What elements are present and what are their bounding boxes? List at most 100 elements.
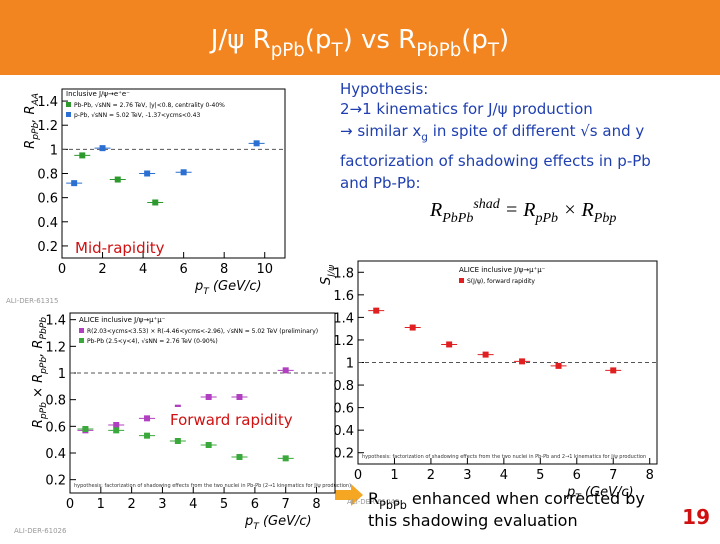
hypothesis-heading: Hypothesis: xyxy=(340,80,428,98)
x-tick-label: 5 xyxy=(536,468,544,483)
point xyxy=(174,438,181,444)
text-part: (GeV/c) xyxy=(259,514,312,529)
point xyxy=(82,426,89,432)
point xyxy=(446,341,453,348)
text-part: , R xyxy=(31,340,46,357)
text-part: this shadowing evaluation xyxy=(368,511,578,530)
x-tick-label: 2 xyxy=(127,497,135,512)
y-tick-label: 0.6 xyxy=(45,420,66,435)
x-tick-label: 1 xyxy=(97,497,105,512)
text-part: p xyxy=(194,279,203,294)
legend-title: Inclusive J/ψ→e⁺e⁻ xyxy=(66,90,130,98)
x-tick-label: 4 xyxy=(189,497,197,512)
y-tick-label: 1.4 xyxy=(37,95,58,110)
x-tick-label: 8 xyxy=(220,262,228,277)
text-part: (GeV/c) xyxy=(581,485,634,500)
legend-swatch xyxy=(79,338,84,343)
point xyxy=(610,367,617,374)
point xyxy=(482,351,489,358)
x-tick-label: 6 xyxy=(573,468,581,483)
point xyxy=(409,324,416,331)
y-tick-label: 1.8 xyxy=(333,266,354,281)
text-part: pPb xyxy=(535,211,559,226)
point xyxy=(71,180,78,187)
page-number: 19 xyxy=(682,505,710,529)
text-part: p xyxy=(244,514,253,529)
mid-label: Mid-rapidity xyxy=(75,239,165,257)
y-tick-label: 1 xyxy=(58,367,66,382)
legend-label: Pb-Pb, √sNN = 2.76 TeV, |y|<0.8, central… xyxy=(74,102,225,109)
x-tick-label: 1 xyxy=(390,468,398,483)
hypothesis-line: 2→1 kinematics for J/ψ production xyxy=(340,100,593,118)
legend-title: ALICE inclusive J/ψ→μ⁺μ⁻ xyxy=(459,266,546,274)
point xyxy=(253,140,260,147)
point xyxy=(180,169,187,176)
point xyxy=(113,422,120,428)
text-part: (p xyxy=(305,25,332,55)
hypothesis-line: factorization of shadowing effects in p-… xyxy=(340,152,651,170)
text-part: Pbp xyxy=(593,211,617,226)
forward-label: Forward rapidity xyxy=(170,411,293,429)
y-tick-label: 1.2 xyxy=(37,119,58,134)
x-tick-label: 4 xyxy=(139,262,147,277)
text-part: PbPb xyxy=(441,211,473,226)
y-tick-label: 1 xyxy=(50,143,58,158)
text-part: pPb xyxy=(271,40,305,61)
text-part: (GeV/c) xyxy=(209,279,262,294)
source-label: ALI-DER-61315 xyxy=(6,297,58,305)
point xyxy=(205,394,212,400)
text-part: T xyxy=(575,493,582,503)
hypothesis-line: and Pb-Pb: xyxy=(340,174,421,192)
y-tick-label: 0.6 xyxy=(37,192,58,207)
x-tick-label: 0 xyxy=(66,497,74,512)
text-part: S xyxy=(319,277,334,285)
text-part: , R xyxy=(23,105,38,122)
point xyxy=(555,362,562,369)
text-part: enhanced when corrected by xyxy=(407,489,645,508)
y-tick-label: 1 xyxy=(346,357,354,372)
plot-frame xyxy=(61,88,286,259)
text-part: = R xyxy=(500,199,536,221)
legend-label: Pb-Pb (2.5<y<4), √sNN = 2.76 TeV (0-90%) xyxy=(87,338,218,345)
y-tick-label: 0.2 xyxy=(37,240,58,255)
point xyxy=(144,432,151,439)
x-tick-label: 3 xyxy=(158,497,166,512)
y-tick-label: 0.8 xyxy=(37,168,58,183)
text-part: in spite of different √s and y xyxy=(428,122,644,140)
text-part: R xyxy=(31,419,46,428)
point xyxy=(79,152,86,159)
plot: 0.2 0.4 0.6 0.8 1 1.2 1.4 1.6 1.8 0 1 2 3 4 5 6 7 8 ALICE … xyxy=(333,260,658,506)
text-part: R xyxy=(429,199,442,221)
legend-swatch xyxy=(459,278,464,283)
y-tick-label: 0.2 xyxy=(45,474,66,489)
rich-text: → similar xg in spite of different √s an… xyxy=(340,122,644,144)
source-label: ALI-DER-61049 xyxy=(347,498,399,506)
text-part: × R xyxy=(558,199,594,221)
x-tick-label: 6 xyxy=(251,497,259,512)
annotation: hypothesis: factorization of shadowing e… xyxy=(74,483,351,489)
x-tick-label: 0 xyxy=(58,262,66,277)
rich-text: SJ/ψ xyxy=(319,264,337,285)
text-part: AA xyxy=(31,93,41,106)
text-part: PbPb xyxy=(416,40,461,61)
y-tick-label: 0.2 xyxy=(333,447,354,462)
x-tick-label: 7 xyxy=(282,497,290,512)
text-part: PbPb xyxy=(379,499,407,512)
point xyxy=(236,394,243,400)
legend-swatch xyxy=(66,112,71,117)
point xyxy=(282,367,289,374)
point xyxy=(144,170,151,177)
rich-text: pT (GeV/c) xyxy=(566,485,634,503)
rich-text: RPbPb enhanced when corrected by this sha… xyxy=(368,489,645,530)
text-part: R xyxy=(368,489,379,508)
point xyxy=(205,442,212,448)
point xyxy=(144,415,151,422)
x-tick-label: 7 xyxy=(609,468,617,483)
text-part: p xyxy=(566,485,575,500)
text-part: → similar x xyxy=(340,122,421,140)
y-tick-label: 1.6 xyxy=(333,289,354,304)
text-part: shad xyxy=(473,197,500,212)
bullet-arrow xyxy=(335,484,363,506)
source-label: ALI-DER-61026 xyxy=(14,527,67,535)
